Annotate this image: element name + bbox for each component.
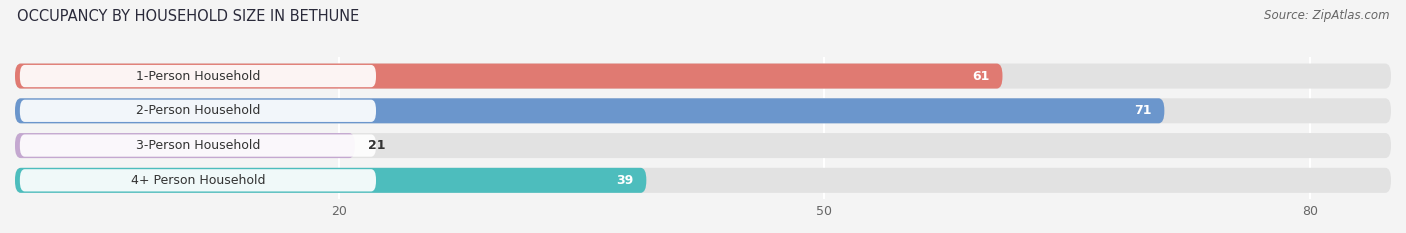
Text: OCCUPANCY BY HOUSEHOLD SIZE IN BETHUNE: OCCUPANCY BY HOUSEHOLD SIZE IN BETHUNE: [17, 9, 359, 24]
FancyBboxPatch shape: [20, 100, 375, 122]
Text: 71: 71: [1133, 104, 1152, 117]
FancyBboxPatch shape: [20, 134, 375, 157]
Text: 39: 39: [616, 174, 633, 187]
Text: 4+ Person Household: 4+ Person Household: [131, 174, 266, 187]
FancyBboxPatch shape: [15, 64, 1002, 89]
Text: 2-Person Household: 2-Person Household: [136, 104, 260, 117]
Text: 1-Person Household: 1-Person Household: [136, 70, 260, 82]
Text: Source: ZipAtlas.com: Source: ZipAtlas.com: [1264, 9, 1389, 22]
Text: 3-Person Household: 3-Person Household: [136, 139, 260, 152]
Text: 61: 61: [972, 70, 990, 82]
FancyBboxPatch shape: [20, 65, 375, 87]
FancyBboxPatch shape: [15, 168, 1391, 193]
Text: 21: 21: [368, 139, 385, 152]
FancyBboxPatch shape: [15, 98, 1164, 123]
FancyBboxPatch shape: [20, 169, 375, 192]
FancyBboxPatch shape: [15, 64, 1391, 89]
FancyBboxPatch shape: [15, 133, 354, 158]
FancyBboxPatch shape: [15, 133, 1391, 158]
FancyBboxPatch shape: [15, 168, 647, 193]
FancyBboxPatch shape: [15, 98, 1391, 123]
